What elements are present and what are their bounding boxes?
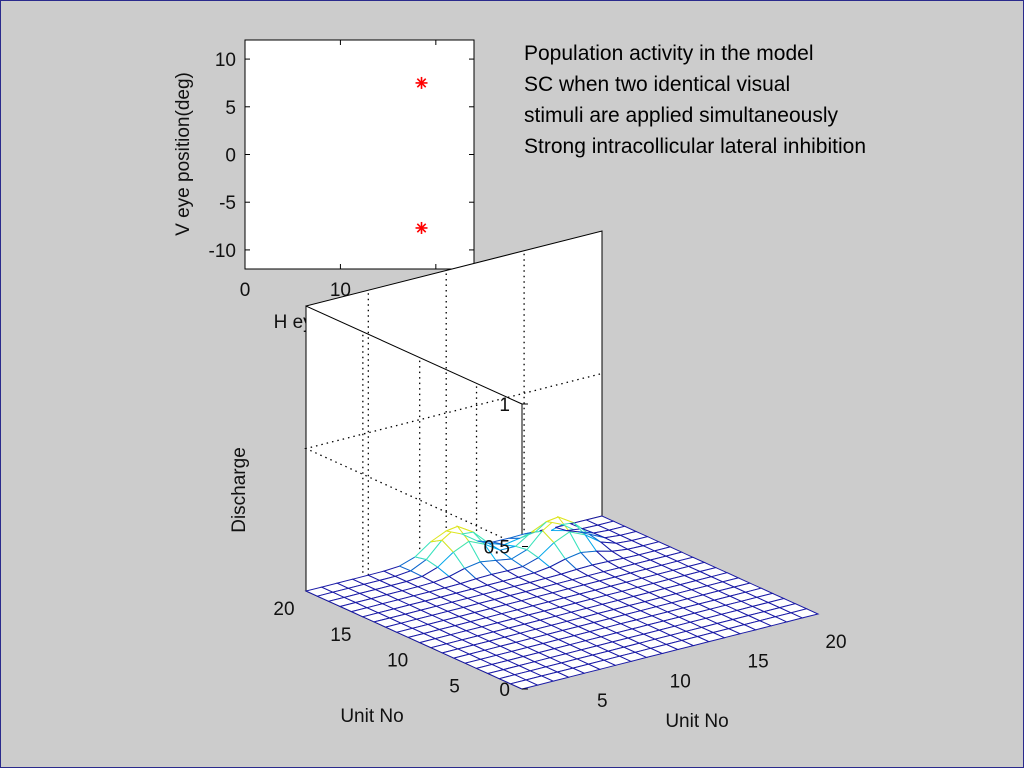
caption-line-2: SC when two identical visual: [524, 73, 791, 96]
caption-text-block: Population activity in the model SC when…: [524, 38, 866, 162]
caption-line-4: Strong intracollicular lateral inhibitio…: [524, 135, 867, 158]
caption-line-3: stimuli are applied simultaneously: [524, 104, 838, 127]
caption-line-1: Population activity in the model: [524, 42, 814, 65]
